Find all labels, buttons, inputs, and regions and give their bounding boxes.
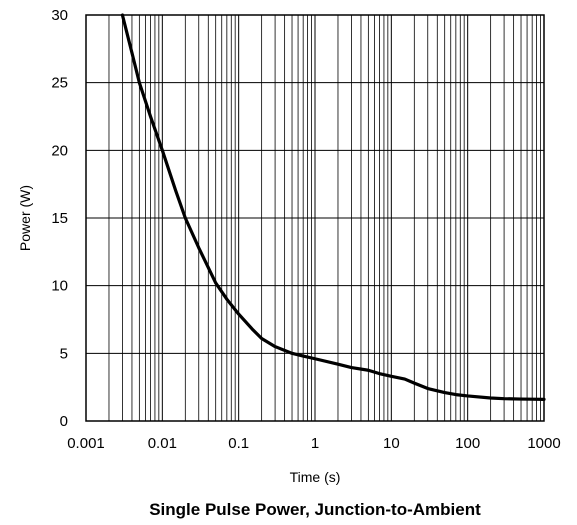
chart-title: Single Pulse Power, Junction-to-Ambient bbox=[149, 500, 481, 519]
x-axis-title: Time (s) bbox=[290, 469, 341, 485]
x-tick-label: 0.1 bbox=[228, 435, 249, 452]
x-tick-label: 1 bbox=[311, 435, 319, 452]
y-tick-label: 5 bbox=[60, 345, 68, 362]
plot-frame bbox=[85, 14, 545, 422]
y-tick-label: 20 bbox=[51, 142, 68, 159]
y-tick-label: 0 bbox=[60, 413, 68, 430]
x-tick-label: 0.01 bbox=[148, 435, 177, 452]
y-tick-label: 25 bbox=[51, 75, 68, 92]
x-tick-label: 10 bbox=[383, 435, 400, 452]
tick-label-layer: 0.001 0.01 0.1 1 10 100 1000 0 5 10 15 20 25 30 bbox=[51, 7, 560, 452]
x-tick-label: 100 bbox=[455, 435, 480, 452]
x-tick-label: 1000 bbox=[527, 435, 560, 452]
series-line bbox=[120, 13, 546, 401]
y-tick-label: 15 bbox=[51, 210, 68, 227]
y-tick-label: 30 bbox=[51, 7, 68, 24]
y-tick-label: 10 bbox=[51, 278, 68, 295]
series-layer bbox=[120, 13, 546, 401]
y-axis-title: Power (W) bbox=[17, 185, 33, 251]
grid-layer bbox=[85, 14, 544, 422]
x-tick-label: 0.001 bbox=[67, 435, 105, 452]
